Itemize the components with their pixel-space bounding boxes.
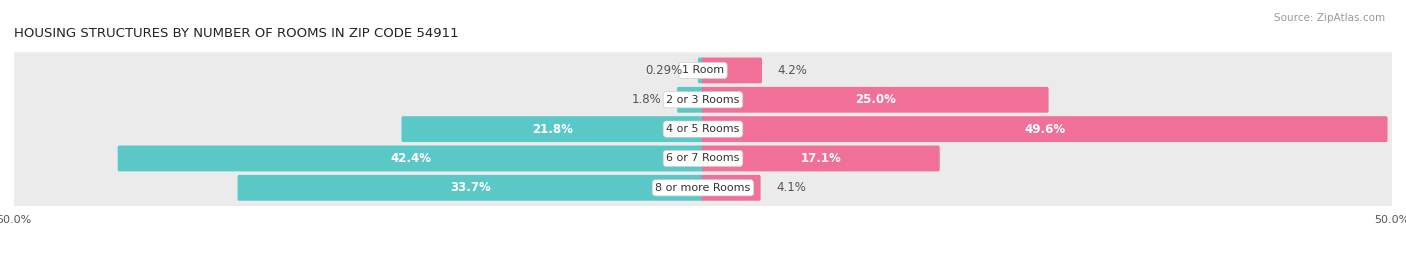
FancyBboxPatch shape: [13, 82, 1393, 118]
FancyBboxPatch shape: [238, 175, 704, 201]
FancyBboxPatch shape: [402, 116, 704, 142]
Text: 42.4%: 42.4%: [391, 152, 432, 165]
FancyBboxPatch shape: [702, 58, 762, 83]
Text: 4 or 5 Rooms: 4 or 5 Rooms: [666, 124, 740, 134]
FancyBboxPatch shape: [702, 146, 939, 171]
Text: Source: ZipAtlas.com: Source: ZipAtlas.com: [1274, 13, 1385, 23]
FancyBboxPatch shape: [13, 170, 1393, 206]
FancyBboxPatch shape: [118, 146, 704, 171]
FancyBboxPatch shape: [13, 111, 1393, 147]
Text: HOUSING STRUCTURES BY NUMBER OF ROOMS IN ZIP CODE 54911: HOUSING STRUCTURES BY NUMBER OF ROOMS IN…: [14, 27, 458, 40]
FancyBboxPatch shape: [702, 87, 1049, 113]
FancyBboxPatch shape: [13, 140, 1393, 177]
Text: 0.29%: 0.29%: [645, 64, 682, 77]
Text: 8 or more Rooms: 8 or more Rooms: [655, 183, 751, 193]
FancyBboxPatch shape: [13, 52, 1393, 89]
Text: 33.7%: 33.7%: [450, 181, 491, 194]
Text: 1 Room: 1 Room: [682, 65, 724, 75]
Text: 17.1%: 17.1%: [800, 152, 841, 165]
Text: 25.0%: 25.0%: [855, 93, 896, 106]
Text: 21.8%: 21.8%: [533, 123, 574, 136]
Text: 49.6%: 49.6%: [1024, 123, 1066, 136]
Text: 4.1%: 4.1%: [776, 181, 806, 194]
Text: 4.2%: 4.2%: [778, 64, 807, 77]
Text: 1.8%: 1.8%: [631, 93, 662, 106]
FancyBboxPatch shape: [678, 87, 704, 113]
FancyBboxPatch shape: [702, 116, 1388, 142]
Text: 2 or 3 Rooms: 2 or 3 Rooms: [666, 95, 740, 105]
FancyBboxPatch shape: [702, 175, 761, 201]
FancyBboxPatch shape: [697, 58, 704, 83]
Text: 6 or 7 Rooms: 6 or 7 Rooms: [666, 154, 740, 164]
